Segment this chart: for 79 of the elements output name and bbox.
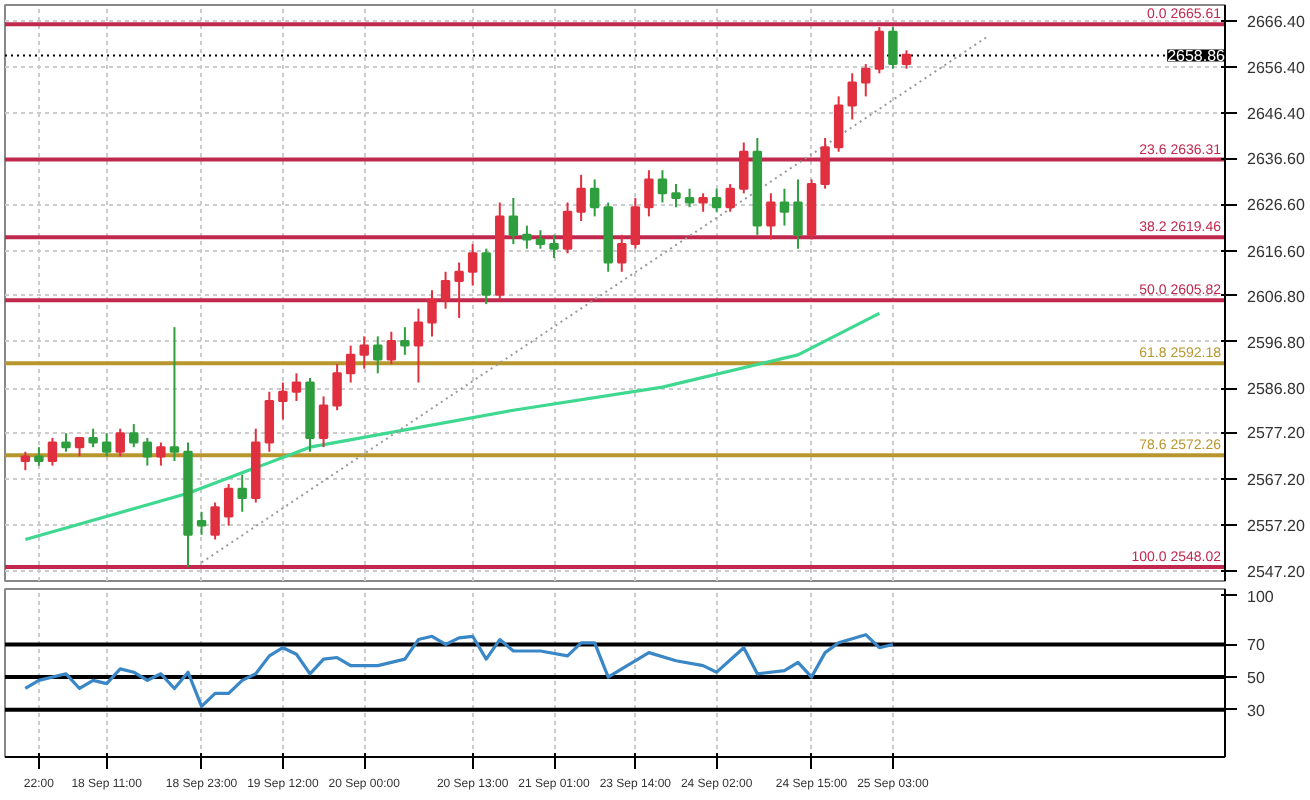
candlestick	[101, 432, 112, 458]
candlestick	[345, 344, 356, 384]
y-tick-label: 2626.60	[1247, 196, 1306, 215]
candlestick	[223, 483, 234, 527]
y-tick-label: 2547.20	[1247, 562, 1306, 581]
candlestick	[535, 229, 546, 250]
candlestick	[291, 372, 302, 402]
candlestick	[20, 450, 31, 472]
candlestick	[373, 335, 383, 375]
y-tick-label: 2567.20	[1247, 470, 1306, 489]
candlestick	[427, 289, 437, 338]
y-tick-label: 2577.20	[1247, 424, 1306, 443]
candlestick	[467, 243, 478, 287]
candlestick	[833, 95, 844, 153]
candlestick	[901, 49, 912, 70]
candlestick	[874, 26, 885, 75]
y-tick-label: 2606.80	[1247, 287, 1306, 306]
candlestick	[576, 173, 586, 222]
candlestick	[115, 427, 125, 458]
candlestick	[644, 169, 654, 218]
candlestick	[156, 441, 166, 467]
candlestick	[400, 326, 410, 356]
candlestick	[440, 270, 451, 310]
y-tick-label: 70	[1247, 636, 1266, 655]
candlestick	[332, 363, 342, 412]
ref-line-label: 2658.86	[1167, 47, 1227, 66]
candlestick	[142, 436, 153, 467]
candlestick	[698, 192, 708, 213]
y-tick-label: 2586.80	[1247, 380, 1306, 399]
candlestick	[522, 224, 532, 250]
candlestick	[847, 72, 857, 121]
line-series	[23, 311, 881, 542]
candlestick	[237, 473, 247, 513]
y-tick-label: 2557.20	[1247, 516, 1306, 535]
candlestick	[888, 26, 898, 70]
candlestick	[779, 187, 790, 227]
candlestick	[549, 233, 559, 259]
y-tick-label: 30	[1247, 701, 1266, 720]
candlestick	[386, 330, 397, 366]
candlestick	[318, 395, 329, 449]
candlestick	[47, 436, 58, 467]
candlestick	[454, 261, 464, 319]
candlestick	[861, 63, 871, 98]
y-tick-label: 50	[1247, 669, 1266, 688]
line-series	[23, 633, 895, 709]
y-tick-label: 2656.40	[1247, 58, 1306, 77]
y-tick-label: 2596.80	[1247, 333, 1306, 352]
candlestick	[74, 436, 85, 458]
candlestick	[508, 196, 519, 246]
candlestick	[820, 136, 830, 190]
candlestick	[481, 247, 491, 306]
candlestick	[88, 427, 98, 449]
candlestick	[196, 510, 207, 536]
y-tick-label: 100	[1247, 587, 1275, 606]
candlestick	[278, 381, 288, 421]
candlestick	[766, 192, 776, 241]
candlestick	[562, 201, 573, 255]
candlestick	[169, 326, 180, 462]
y-tick-label: 2666.40	[1247, 12, 1306, 31]
candlestick	[671, 183, 681, 209]
y-tick-label: 2636.60	[1247, 150, 1306, 169]
candlestick	[630, 196, 641, 250]
candlestick	[589, 178, 600, 218]
candlestick	[264, 390, 275, 453]
candlestick	[617, 233, 627, 273]
candlestick	[129, 423, 139, 449]
candlestick	[34, 446, 44, 467]
candlestick	[739, 141, 749, 195]
candlestick	[657, 169, 668, 204]
candlestick	[725, 183, 735, 213]
candlestick	[61, 432, 71, 453]
candlestick	[711, 187, 722, 213]
candlestick	[359, 335, 369, 370]
y-tick-label: 2646.40	[1247, 105, 1306, 123]
candlestick	[210, 501, 220, 541]
y-tick-label: 2616.60	[1247, 242, 1306, 261]
candlestick	[413, 307, 424, 384]
candlestick	[684, 187, 695, 209]
candlestick	[793, 178, 803, 250]
